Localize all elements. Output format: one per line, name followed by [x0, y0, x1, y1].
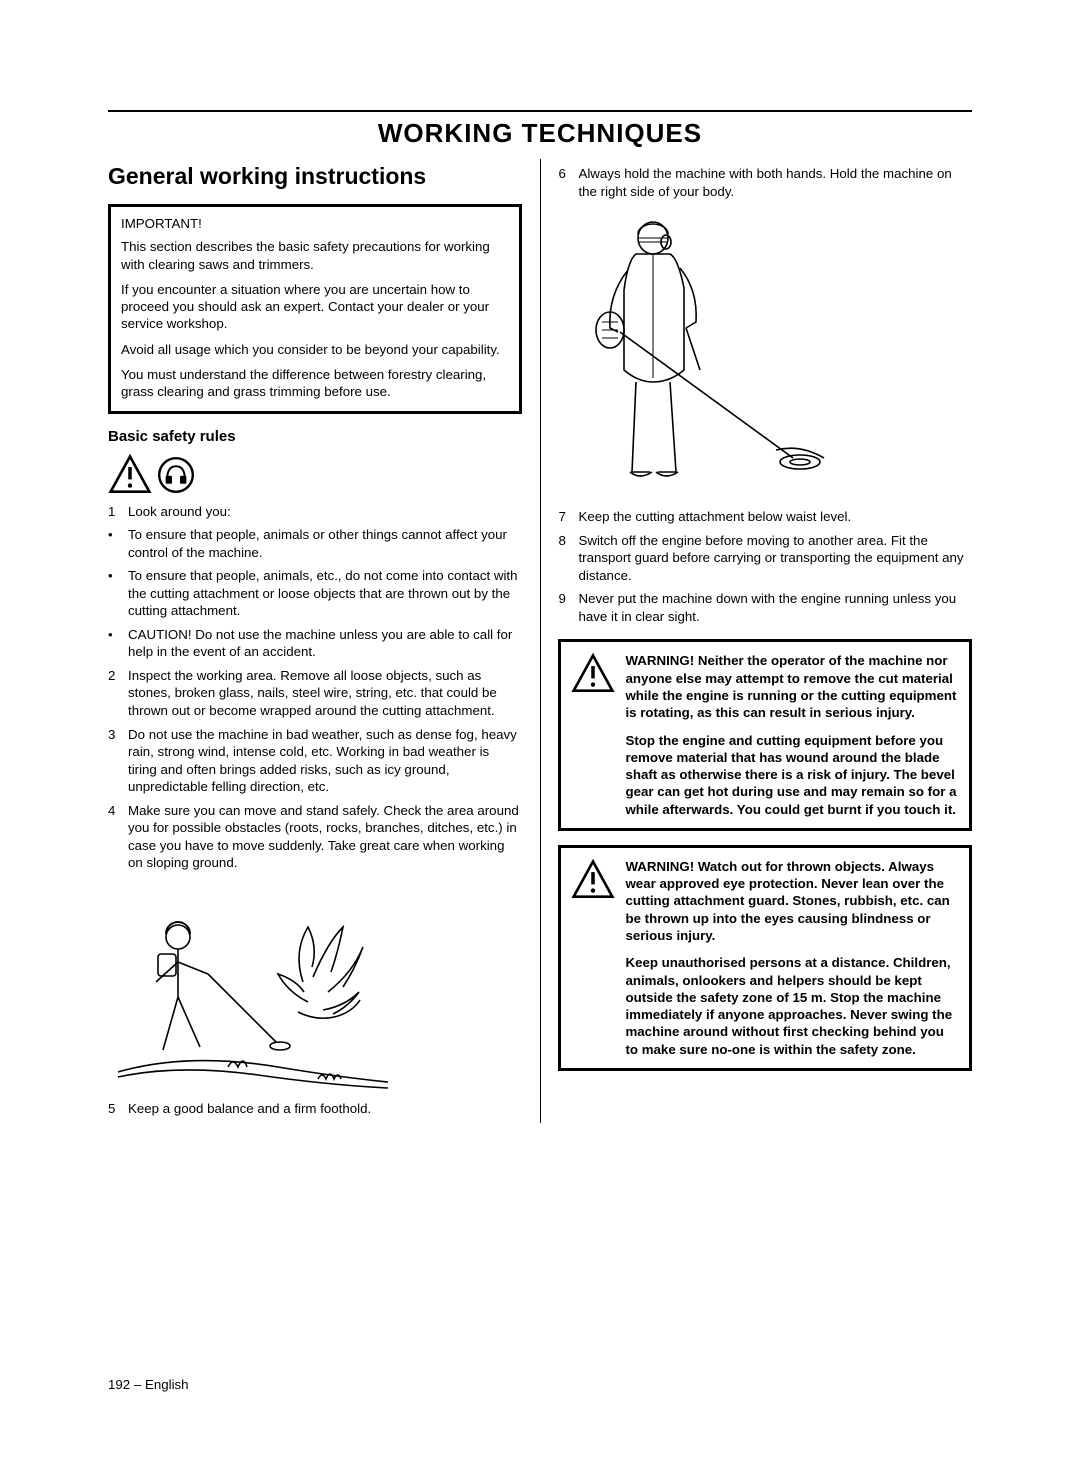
item-number: 2 — [108, 667, 128, 720]
important-p2: If you encounter a situation where you a… — [121, 281, 509, 333]
warning1-p1: WARNING! Neither the operator of the mac… — [625, 652, 959, 721]
item-text: Make sure you can move and stand safely.… — [128, 802, 522, 872]
chapter-title: WORKING TECHNIQUES — [108, 118, 972, 149]
warning1-p2: Stop the engine and cutting equipment be… — [625, 732, 959, 818]
item-number: 3 — [108, 726, 128, 796]
item-number: 4 — [108, 802, 128, 872]
important-p3: Avoid all usage which you consider to be… — [121, 341, 509, 358]
item-text: Switch off the engine before moving to a… — [578, 532, 972, 585]
warning-triangle-icon — [571, 652, 615, 818]
item-number: 9 — [558, 590, 578, 625]
section-title: General working instructions — [108, 163, 522, 190]
bullet-text: To ensure that people, animals or other … — [128, 526, 522, 561]
warning2-p1: WARNING! Watch out for thrown objects. A… — [625, 858, 959, 944]
safety-rules-list-left: 1Look around you: — [108, 503, 522, 521]
item-text: Keep the cutting attachment below waist … — [578, 508, 972, 526]
item-number: 1 — [108, 503, 128, 521]
item-number: 5 — [108, 1100, 128, 1118]
page-footer: 192 – English — [108, 1377, 189, 1392]
important-label: IMPORTANT! — [121, 215, 509, 232]
warning-box-2: WARNING! Watch out for thrown objects. A… — [558, 845, 972, 1071]
important-p1: This section describes the basic safety … — [121, 238, 509, 273]
warning-triangle-icon — [571, 858, 615, 1058]
subhead-basic-safety: Basic safety rules — [108, 428, 522, 445]
item-text: Keep a good balance and a firm foothold. — [128, 1100, 522, 1118]
item-text: Inspect the working area. Remove all loo… — [128, 667, 522, 720]
item-number: 7 — [558, 508, 578, 526]
lookaround-bullets: To ensure that people, animals or other … — [108, 526, 522, 661]
illustration-sloping-ground — [108, 882, 522, 1092]
item-number: 6 — [558, 165, 578, 200]
warning-triangle-icon — [108, 453, 152, 497]
item-number: 8 — [558, 532, 578, 585]
hearing-protection-icon — [156, 455, 196, 495]
item-text: Look around you: — [128, 503, 522, 521]
item-text: Always hold the machine with both hands.… — [578, 165, 972, 200]
warning-box-1: WARNING! Neither the operator of the mac… — [558, 639, 972, 831]
illustration-hold-both-hands — [558, 210, 972, 500]
item-text: Do not use the machine in bad weather, s… — [128, 726, 522, 796]
item-text: Never put the machine down with the engi… — [578, 590, 972, 625]
bullet-text: To ensure that people, animals, etc., do… — [128, 567, 522, 620]
warning2-p2: Keep unauthorised persons at a distance.… — [625, 954, 959, 1058]
important-p4: You must understand the difference betwe… — [121, 366, 509, 401]
important-box: IMPORTANT! This section describes the ba… — [108, 204, 522, 414]
bullet-text: CAUTION! Do not use the machine unless y… — [128, 626, 522, 661]
